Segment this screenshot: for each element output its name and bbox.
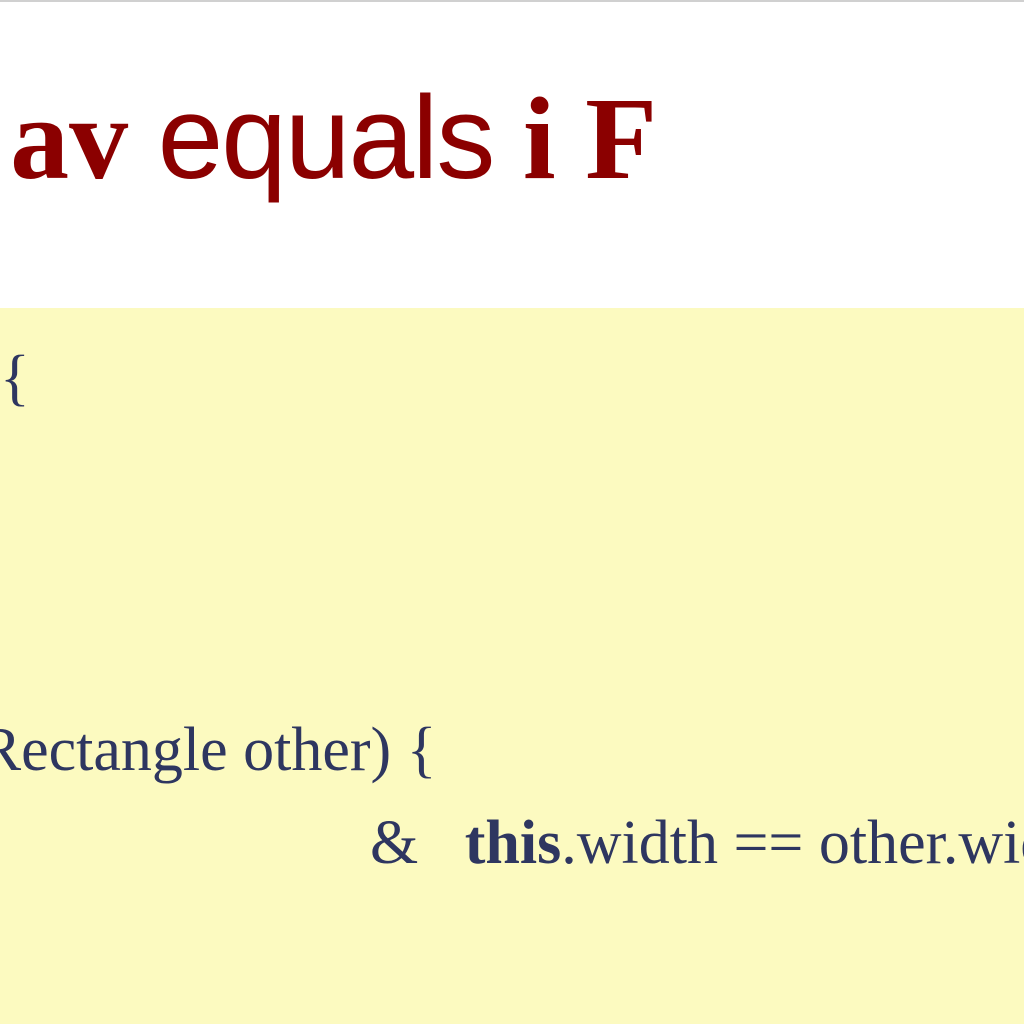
code-line-2: ; [0,425,1024,518]
title-suffix: i F [523,73,657,204]
title-code-word: equals [158,72,494,204]
code-text: { [0,344,30,412]
code-text: .width == other.width && [561,809,1024,877]
code-line-6: & this.width == other.width && this. [370,797,1024,890]
code-text: s(Rectangle other) { [0,716,436,784]
code-block: { ; t; s(Rectangle other) { & this.width… [0,308,1024,1024]
code-text: t; [0,530,4,598]
code-line-4-blank [0,611,1024,704]
code-this-keyword: this [465,809,561,877]
code-amp: & [370,809,418,877]
slide-title: ntation av equals i F [0,70,657,207]
title-prefix: ntation av [0,73,128,204]
code-line-5: s(Rectangle other) { [0,704,1024,797]
top-border [0,0,1024,2]
code-line-3: t; [0,518,1024,611]
code-line-1: { [0,332,1024,425]
